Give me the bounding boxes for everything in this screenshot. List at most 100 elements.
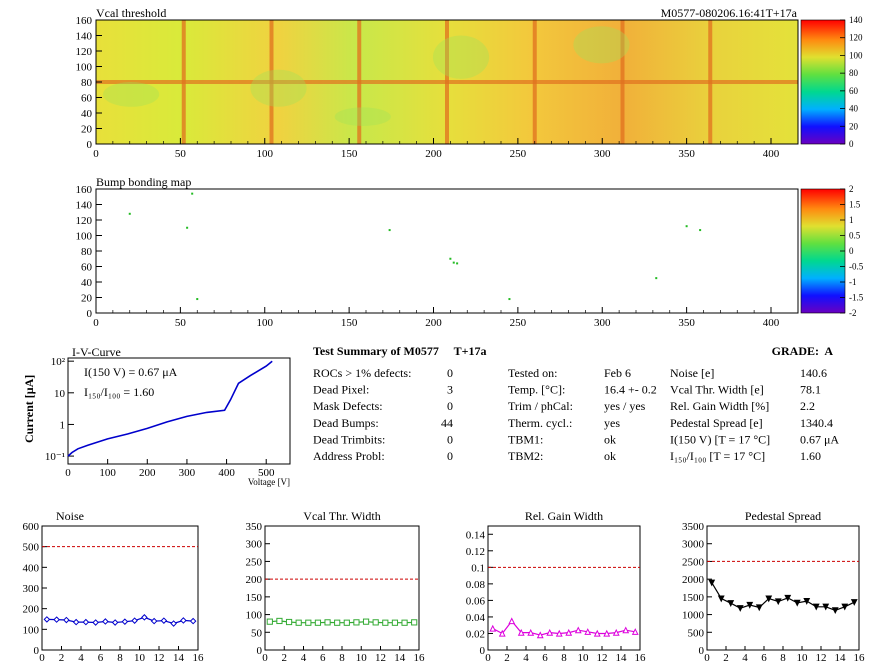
data-point xyxy=(170,620,177,627)
data-point xyxy=(180,617,187,624)
x-tick-label: 0 xyxy=(704,652,710,664)
summary-left-label: Dead Trimbits: xyxy=(313,432,385,446)
y-tick-label: 0 xyxy=(257,645,263,657)
data-point xyxy=(285,618,293,626)
x-tick-label: 14 xyxy=(394,652,406,664)
data-point xyxy=(82,618,90,626)
x-tick-label: 200 xyxy=(425,317,442,329)
iv-x-tick-label: 200 xyxy=(139,467,156,479)
summary-right-value: 0.67 μA xyxy=(800,432,839,446)
iv-annotation-current: I(150 V) = 0.67 μA xyxy=(84,365,178,379)
palette-label: 60 xyxy=(849,86,859,96)
x-tick-label: 8 xyxy=(561,652,567,664)
data-point xyxy=(141,614,148,621)
palette-label: 80 xyxy=(849,68,859,78)
y-tick-label: 1500 xyxy=(682,592,705,604)
data-point xyxy=(353,619,360,626)
roc-chart-frame xyxy=(41,525,199,651)
data-point xyxy=(803,598,811,605)
data-point xyxy=(603,629,611,637)
iv-frame xyxy=(67,357,291,465)
roc-chart-title: Rel. Gain Width xyxy=(525,509,603,523)
y-tick-label: 3500 xyxy=(682,521,705,533)
x-tick-label: 16 xyxy=(193,652,205,664)
data-point xyxy=(305,619,312,626)
y-tick-label: 100 xyxy=(76,62,93,74)
data-point xyxy=(727,600,735,607)
x-tick-label: 4 xyxy=(78,652,84,664)
dead-bump-point xyxy=(191,192,194,195)
map1-axes: 0 50 100 150 200 250 300 350 4000204060801001201… xyxy=(76,15,780,160)
data-point xyxy=(276,617,283,625)
roc-chart-2: Vcal Thr. Width 0 2 4 6 8 10 12 14 16 0 50 100 150 200… xyxy=(246,509,426,664)
y-tick-label: 3000 xyxy=(682,539,705,551)
y-tick-label: 0.1 xyxy=(471,562,485,574)
y-tick-label: 160 xyxy=(76,15,93,27)
data-point xyxy=(565,628,573,636)
x-tick-label: 350 xyxy=(678,317,695,329)
data-point xyxy=(536,631,544,639)
x-tick-label: 150 xyxy=(341,317,358,329)
iv-title: I-V-Curve xyxy=(72,345,121,359)
summary-left-value: 3 xyxy=(447,383,453,397)
x-tick-label: 8 xyxy=(780,652,786,664)
x-tick-label: 200 xyxy=(425,148,442,160)
y-tick-label: 20 xyxy=(81,293,93,305)
data-point xyxy=(784,594,792,602)
y-tick-label: 120 xyxy=(76,46,93,58)
summary-mid-label: TBM2: xyxy=(508,449,543,463)
summary-mid-value: ok xyxy=(604,432,616,446)
iv-curve xyxy=(67,360,273,457)
data-point xyxy=(822,603,830,611)
map2-points xyxy=(128,192,702,301)
palette-label: 0.5 xyxy=(849,231,861,241)
x-tick-label: 4 xyxy=(301,652,307,664)
data-point xyxy=(160,617,168,624)
x-tick-label: 0 xyxy=(93,148,99,160)
data-point xyxy=(111,619,119,626)
y-tick-label: 0.06 xyxy=(466,595,486,607)
data-point xyxy=(324,619,331,626)
y-tick-label: 100 xyxy=(23,624,40,636)
data-point xyxy=(150,617,158,625)
x-tick-label: 0 xyxy=(262,652,268,664)
dead-bump-point xyxy=(685,225,688,228)
summary-right-label: Pedestal Spread [e] xyxy=(670,416,763,430)
palette-label: 0 xyxy=(849,246,854,256)
summary-right-value: 2.2 xyxy=(800,399,815,413)
iv-x-tick-label: 400 xyxy=(218,467,235,479)
summary-right-value: 1340.4 xyxy=(800,416,833,430)
x-tick-label: 250 xyxy=(510,148,527,160)
x-tick-label: 0 xyxy=(93,317,99,329)
iv-annotation-ratio: I₁₅₀/I₁₀₀ = 1.60 xyxy=(84,385,154,399)
data-point xyxy=(612,628,620,636)
y-tick-label: 500 xyxy=(688,627,705,639)
y-tick-label: 40 xyxy=(81,277,93,289)
iv-axes: 0 100 200 300 400 500 10⁻¹ 1 10 10² xyxy=(45,356,275,479)
y-tick-label: 60 xyxy=(81,93,93,105)
iv-x-tick-label: 0 xyxy=(65,467,71,479)
summary-left-label: Dead Pixel: xyxy=(313,383,369,397)
data-point xyxy=(372,619,379,626)
summary-left-label: Dead Bumps: xyxy=(313,416,379,430)
data-point xyxy=(546,628,554,636)
data-point xyxy=(362,618,370,625)
y-tick-label: 300 xyxy=(23,583,40,595)
dead-bump-point xyxy=(128,212,131,215)
series-line xyxy=(46,616,194,625)
series-line xyxy=(711,582,855,611)
map2-title: Bump bonding map xyxy=(96,175,191,189)
data-point xyxy=(774,598,782,606)
x-tick-label: 14 xyxy=(835,652,847,664)
data-point xyxy=(831,607,839,615)
x-tick-label: 14 xyxy=(616,652,628,664)
dead-bump-point xyxy=(388,229,391,232)
summary-right-value: 140.6 xyxy=(800,366,827,380)
palette-label: -0.5 xyxy=(849,262,864,272)
summary-left-label: Address Probl: xyxy=(313,449,385,463)
dead-bump-point xyxy=(196,298,199,301)
x-tick-label: 16 xyxy=(414,652,426,664)
data-point xyxy=(555,629,563,637)
palette-label: 1 xyxy=(849,215,854,225)
x-tick-label: 0 xyxy=(485,652,491,664)
